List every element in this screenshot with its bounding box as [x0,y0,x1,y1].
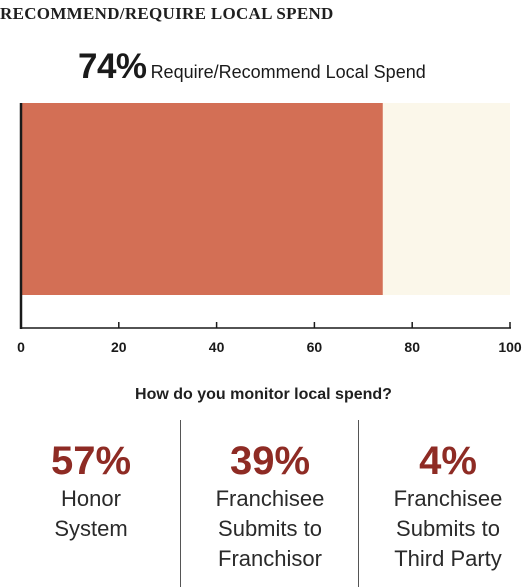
chart-heading: RECOMMEND/REQUIRE LOCAL SPEND [0,4,334,23]
headline-value: 74% [78,47,147,86]
headline: 74% Require/Recommend Local Spend [78,47,426,87]
x-tick-label: 0 [17,339,25,355]
headline-label: Require/Recommend Local Spend [150,62,426,82]
stat-label-line: Franchisee [393,486,503,511]
stat-label-line: Third Party [394,546,502,571]
x-tick-label: 60 [307,339,323,355]
divider [180,420,181,587]
stat-value: 57% [50,439,132,483]
stat-label-line: Submits to [218,516,322,541]
stat-label-line: Franchisee [215,486,325,511]
stat-value: 4% [419,439,477,483]
x-tick-label: 40 [209,339,225,355]
bar-segment-remainder [382,103,510,295]
stat-label-line: System [54,516,128,541]
bar-segment-value [21,103,383,295]
stat-label-line: Submits to [396,516,500,541]
bar-chart: 0 20 40 60 80 100 [17,103,522,355]
stat-submits-to-franchisor: 39% Franchisee Submits to Franchisor [181,420,359,574]
x-tick-label: 100 [498,339,522,355]
stat-label-line: Honor [61,486,121,511]
stat-label-line: Franchisor [218,546,322,571]
stat-value: 39% [229,439,311,483]
stat-submits-to-third-party: 4% Franchisee Submits to Third Party [359,420,527,574]
x-tick-label: 80 [404,339,420,355]
x-tick-label: 20 [111,339,127,355]
question-title: How do you monitor local spend? [135,386,392,403]
stats-row: 57% Honor System 39% Franchisee Submits … [0,420,527,587]
stat-honor-system: 57% Honor System [2,420,180,544]
divider [358,420,359,587]
